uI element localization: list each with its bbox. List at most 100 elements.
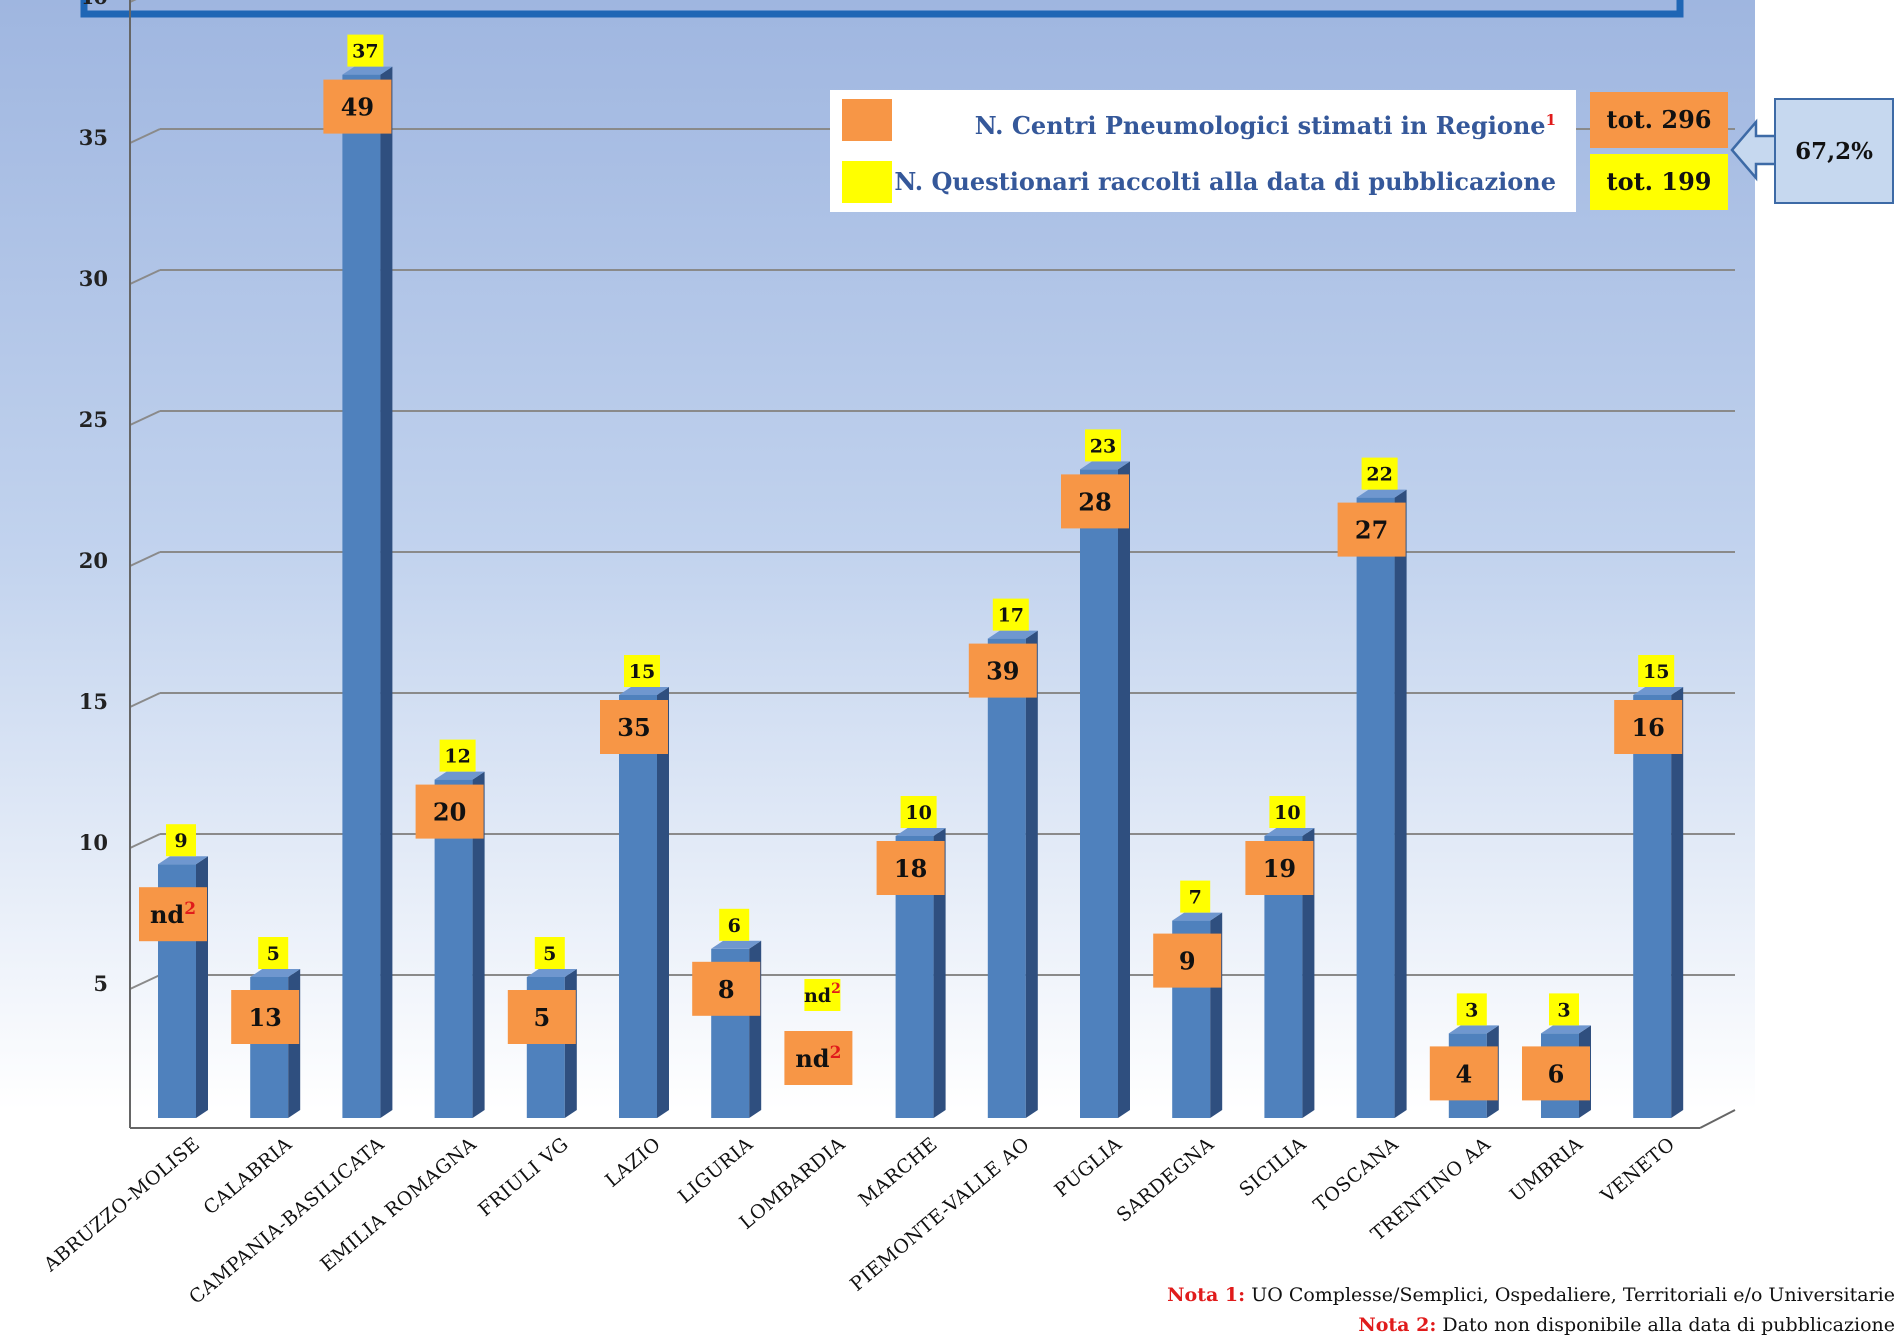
x-category-label: SICILIA (1235, 1133, 1310, 1201)
x-category-label: EMILIA ROMAGNA (316, 1133, 481, 1276)
bar-front (342, 74, 381, 1119)
bar-side (1118, 461, 1130, 1118)
bar-top (1541, 1025, 1591, 1034)
top-frame-box (80, 0, 1684, 18)
orange-data-label-box (323, 79, 392, 134)
yellow-data-label: 15 (624, 655, 660, 687)
gridline-perspective (129, 974, 161, 990)
orange-data-label-text: 6 (1548, 1059, 1565, 1088)
yellow-data-label-text: 15 (629, 661, 655, 683)
yellow-data-label: 23 (1085, 429, 1121, 462)
bar-side (657, 687, 669, 1118)
orange-data-label-text: 20 (433, 798, 466, 827)
orange-data-label-box (692, 961, 761, 1016)
bar (1356, 489, 1407, 1119)
orange-data-label-text: 16 (1631, 713, 1664, 742)
orange-data-label-box (1153, 933, 1222, 988)
x-category-label: SARDEGNA (1113, 1133, 1219, 1227)
x-category-label: CAMPANIA-BASILICATA (185, 1133, 388, 1309)
bar-front (619, 695, 657, 1118)
orange-data-label: 19 (1245, 841, 1314, 895)
orange-data-label-text: 49 (341, 93, 374, 122)
orange-data-label-box (1522, 1046, 1590, 1101)
legend-row-centri: N. Centri Pneumologici stimati in Region… (830, 92, 1576, 148)
bar-top (711, 940, 762, 949)
orange-data-label: 49 (323, 79, 392, 134)
orange-data-label-text: 5 (533, 1003, 550, 1032)
y-tick-label: 35 (79, 125, 108, 150)
y-tick-label: 25 (79, 407, 108, 432)
yellow-data-label-box (1549, 993, 1579, 1026)
orange-data-label-text: 9 (1179, 947, 1196, 976)
total-centri: tot. 296 (1590, 92, 1728, 148)
yellow-data-label-text: 5 (543, 943, 556, 965)
orange-data-label-box (139, 887, 207, 942)
yellow-data-label-text: 6 (728, 915, 741, 937)
bar-top (895, 828, 946, 836)
x-category-label: LAZIO (601, 1133, 665, 1192)
yellow-data-label-box (347, 34, 384, 67)
orange-data-label-text: 13 (248, 1003, 281, 1032)
orange-data-label: 8 (692, 961, 761, 1016)
yellow-data-label-text: 37 (352, 41, 378, 63)
orange-data-label-box (507, 990, 576, 1044)
bar-front (1356, 497, 1395, 1119)
orange-data-label: 28 (1061, 474, 1129, 529)
yellow-data-label-superscript: 2 (831, 981, 841, 997)
bar-top (434, 771, 485, 780)
orange-data-label: 20 (415, 784, 484, 839)
footnote-2-text: Dato non disponibile alla data di pubbli… (1442, 1314, 1895, 1336)
yellow-data-label-text: 3 (1465, 999, 1478, 1021)
yellow-data-label-text: 12 (444, 746, 470, 768)
orange-data-label-box (784, 1031, 853, 1085)
yellow-data-label-box (1638, 655, 1675, 687)
y-tick-label: 5 (93, 971, 108, 996)
bar-top (1264, 828, 1315, 836)
yellow-data-label-box (534, 937, 565, 969)
x-axis-perspective (1699, 1109, 1736, 1129)
yellow-data-label: 15 (1638, 655, 1675, 687)
yellow-data-label: 7 (1180, 880, 1211, 913)
yellow-data-label: 5 (258, 937, 289, 969)
gridline-perspective (129, 692, 161, 708)
orange-data-label-text: 8 (718, 975, 735, 1004)
yellow-data-label-text: 17 (998, 605, 1024, 627)
yellow-data-label-box (166, 824, 196, 857)
orange-data-label: 13 (231, 990, 300, 1044)
x-category-label: MARCHE (855, 1133, 942, 1211)
orange-data-label-box (231, 990, 300, 1044)
yellow-data-label-text: 22 (1366, 464, 1392, 486)
yellow-data-label-text: 10 (905, 802, 931, 824)
arrow-left-icon (1730, 118, 1778, 182)
gridline-perspective (129, 269, 161, 285)
yellow-data-label: 17 (992, 598, 1029, 631)
legend: N. Centri Pneumologici stimati in Region… (830, 90, 1576, 212)
orange-data-label: 4 (1429, 1046, 1498, 1101)
legend-swatch-orange (842, 99, 892, 141)
x-category-label: FRIULI VG (474, 1133, 573, 1221)
x-category-label: PIEMONTE-VALLE AO (846, 1133, 1034, 1296)
yellow-data-label: 37 (347, 34, 384, 67)
yellow-data-label: 10 (900, 796, 937, 828)
orange-data-label-box (1337, 502, 1406, 557)
yellow-data-label-box (1269, 796, 1306, 828)
bar-side (380, 66, 393, 1119)
bar-front (1633, 695, 1672, 1118)
yellow-data-label: 3 (1549, 993, 1579, 1026)
x-category-label: PUGLIA (1050, 1133, 1126, 1202)
yellow-data-label: 10 (1269, 796, 1306, 828)
yellow-data-label: 5 (534, 937, 565, 969)
orange-data-label-text: 35 (617, 713, 650, 742)
bar-side (1302, 828, 1315, 1118)
orange-data-label: nd2 (784, 1031, 853, 1085)
bar-front (987, 638, 1026, 1118)
yellow-data-label: 3 (1456, 993, 1487, 1026)
orange-data-label-box (1061, 474, 1129, 529)
bar-top (1633, 687, 1684, 695)
yellow-data-label: 22 (1361, 457, 1398, 490)
yellow-data-label-text: 3 (1557, 999, 1570, 1021)
x-category-label: CALABRIA (199, 1133, 296, 1219)
yellow-data-label-box (1180, 880, 1211, 913)
yellow-data-label-text: 9 (174, 830, 187, 852)
footnote-1: Nota 1: UO Complesse/Semplici, Ospedalie… (1167, 1280, 1895, 1310)
